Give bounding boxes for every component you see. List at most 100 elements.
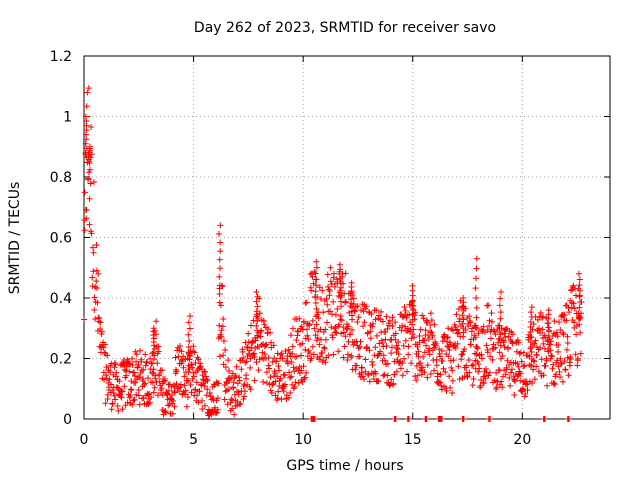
data-point [386,317,393,324]
data-point [336,289,343,296]
data-point [356,344,363,351]
data-point [172,354,179,361]
data-point [520,363,527,370]
data-point [536,325,543,332]
data-point [165,387,172,394]
data-point [390,380,397,387]
data-point [332,324,339,331]
data-point [424,374,431,381]
data-point [537,344,544,351]
data-point [180,353,187,360]
data-point [444,334,451,341]
data-point [84,89,91,96]
data-point [455,329,462,336]
data-point [261,351,268,358]
data-point [225,386,232,393]
data-point [185,319,192,326]
grid-lines [84,56,610,419]
data-point [369,323,376,330]
data-point [493,384,500,391]
data-point [392,319,399,326]
data-point [190,373,197,380]
data-point [423,319,430,326]
data-point [183,403,190,410]
data-point [399,372,406,379]
data-point [216,282,223,289]
data-point [501,344,508,351]
data-point [124,399,131,406]
data-point [497,309,504,316]
data-point [545,332,552,339]
data-point [368,311,375,318]
data-point [133,351,140,358]
data-point [576,321,583,328]
data-point [321,344,328,351]
data-point [334,305,341,312]
data-point [464,374,471,381]
data-point [311,416,318,422]
data-point [185,368,192,375]
x-tick-label: 10 [294,432,312,448]
data-point [292,379,299,386]
data-point [570,300,577,307]
data-point [277,351,284,358]
data-point [574,357,581,364]
data-point [564,340,571,347]
data-point [286,369,293,376]
data-point [137,347,144,354]
data-point [363,303,370,310]
data-point [576,282,583,289]
data-point [181,373,188,380]
data-point [388,376,395,383]
data-point [220,315,227,322]
data-point [460,333,467,340]
data-point [297,370,304,377]
data-point [506,374,513,381]
data-point [401,355,408,362]
data-point [413,377,420,384]
data-point [111,359,118,366]
data-point [184,394,191,401]
data-point [437,353,444,360]
data-point [83,136,90,143]
data-point [521,362,528,369]
data-point [299,326,306,333]
data-point [176,342,183,349]
data-point [312,270,319,277]
data-point [336,270,343,277]
data-point [277,375,284,382]
data-point [480,380,487,387]
data-point [313,264,320,271]
data-point [149,369,156,376]
data-point [576,304,583,311]
data-point [524,381,531,388]
data-point [559,378,566,385]
data-point [329,332,336,339]
data-point [414,372,421,379]
data-point [550,379,557,386]
data-point [299,340,306,347]
data-point [417,360,424,367]
data-point [345,323,352,330]
data-point [101,349,108,356]
data-point [263,341,270,348]
data-point [151,345,158,352]
data-point [496,322,503,329]
data-point [338,317,345,324]
data-point [511,391,518,398]
data-point [240,354,247,361]
data-point [551,381,558,388]
data-point [509,331,516,338]
data-point [394,346,401,353]
data-point [379,339,386,346]
data-point [496,335,503,342]
data-point [534,316,541,323]
data-point [186,325,193,332]
data-point [86,160,93,167]
data-point [498,288,505,295]
data-point [251,354,258,361]
data-point [467,319,474,326]
data-point [217,302,224,309]
data-point [253,359,260,366]
data-point [450,357,457,364]
